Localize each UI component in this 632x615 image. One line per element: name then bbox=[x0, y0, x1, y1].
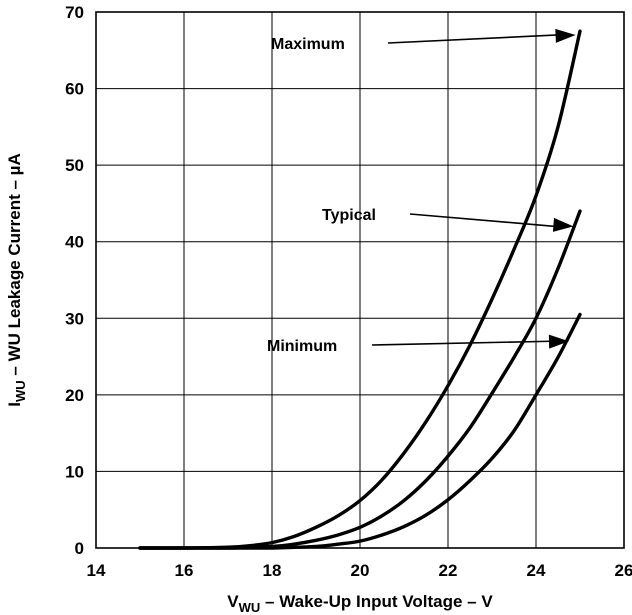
y-axis-title: IWU – WU Leakage Current – µA bbox=[5, 153, 28, 406]
plot-frame bbox=[95, 11, 625, 549]
annotation-maximum: Maximum bbox=[271, 36, 345, 53]
x-tick-label: 14 bbox=[87, 561, 106, 580]
annotation-arrow-line bbox=[371, 340, 552, 346]
annotation-arrow-line bbox=[387, 34, 558, 44]
arrowhead-icon bbox=[555, 28, 576, 43]
grid-lines bbox=[96, 12, 624, 548]
y-tick-label: 60 bbox=[65, 80, 84, 99]
curve-maximum bbox=[138, 29, 582, 550]
curves bbox=[138, 29, 582, 550]
x-axis-title: VWU – Wake-Up Input Voltage – V bbox=[227, 592, 493, 615]
curve-minimum bbox=[138, 312, 582, 550]
annotation-arrow-line bbox=[409, 213, 556, 228]
x-tick-label: 20 bbox=[351, 561, 370, 580]
tick-labels: 14 16 18 20 22 24 26 0 10 20 30 40 50 60 70 bbox=[65, 3, 632, 580]
x-tick-label: 16 bbox=[175, 561, 194, 580]
annotation-typical: Typical bbox=[322, 207, 376, 224]
arrowhead-icon bbox=[548, 334, 569, 349]
y-tick-label: 50 bbox=[65, 156, 84, 175]
y-tick-label: 30 bbox=[65, 309, 84, 328]
x-tick-label: 22 bbox=[439, 561, 458, 580]
x-tick-label: 26 bbox=[615, 561, 632, 580]
x-tick-label: 24 bbox=[527, 561, 546, 580]
y-tick-label: 40 bbox=[65, 233, 84, 252]
annotation-minimum: Minimum bbox=[267, 338, 337, 355]
y-tick-label: 70 bbox=[65, 3, 84, 22]
annotations: Maximum Typical Minimum bbox=[267, 28, 576, 355]
y-tick-label: 10 bbox=[65, 462, 84, 481]
y-tick-label: 0 bbox=[75, 539, 84, 558]
x-tick-label: 18 bbox=[263, 561, 282, 580]
y-tick-label: 20 bbox=[65, 386, 84, 405]
arrowhead-icon bbox=[552, 217, 574, 232]
